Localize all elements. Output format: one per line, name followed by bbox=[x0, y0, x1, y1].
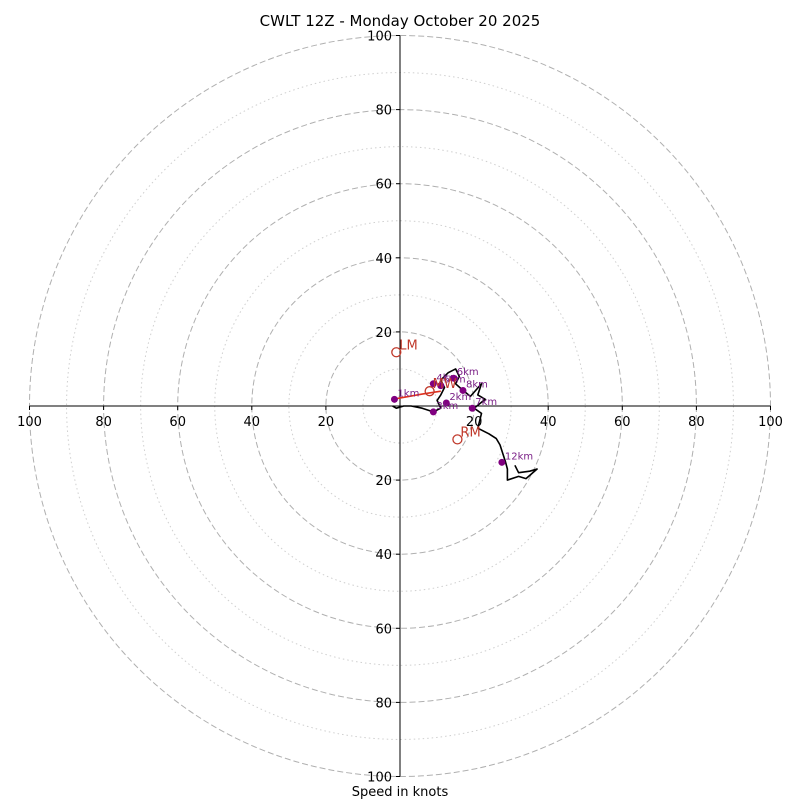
y-tick-label: 60 bbox=[375, 622, 392, 637]
height-marker-dot bbox=[437, 382, 445, 390]
height-marker-dot bbox=[459, 386, 467, 394]
height-marker-dot bbox=[468, 404, 476, 412]
x-tick-label: 40 bbox=[540, 415, 557, 430]
y-tick-label: 40 bbox=[375, 252, 392, 267]
storm-motion-label: RM bbox=[460, 425, 480, 440]
y-tick-label: 20 bbox=[375, 326, 392, 341]
x-tick-label: 60 bbox=[169, 415, 186, 430]
y-tick-label: 80 bbox=[375, 696, 392, 711]
height-marker-label: 1km bbox=[397, 388, 419, 399]
height-marker-label: 4km bbox=[436, 373, 458, 384]
x-tick-label: 80 bbox=[95, 415, 112, 430]
height-marker-dot bbox=[429, 408, 437, 416]
storm-motions: LM RM MW bbox=[391, 338, 481, 445]
height-marker-dot bbox=[429, 380, 437, 388]
chart-title: CWLT 12Z - Monday October 20 2025 bbox=[260, 12, 541, 30]
x-axis-label: Speed in knots bbox=[352, 785, 449, 800]
height-marker-label: 3km bbox=[436, 401, 458, 412]
storm-motion-label: LM bbox=[399, 338, 417, 353]
storm-motion-marker bbox=[391, 347, 402, 358]
height-markers: 1km2km3km4km5km6km7km8km12km bbox=[390, 367, 533, 466]
wind-profile-line bbox=[392, 368, 538, 481]
y-tick-label: 100 bbox=[367, 30, 392, 45]
height-marker-label: 8km bbox=[466, 379, 488, 390]
storm-motion-label: MW bbox=[433, 377, 457, 392]
x-tick-label: 100 bbox=[758, 415, 783, 430]
height-marker-dot bbox=[498, 458, 506, 466]
axes bbox=[29, 35, 771, 777]
y-tick-label: 100 bbox=[367, 771, 392, 786]
y-tick-label: 40 bbox=[375, 548, 392, 563]
storm-motion-marker bbox=[452, 434, 463, 445]
y-tick-label: 20 bbox=[375, 474, 392, 489]
storm-motion-marker bbox=[424, 386, 435, 397]
x-tick-label: 60 bbox=[614, 415, 631, 430]
height-marker-label: 7km bbox=[475, 397, 497, 408]
height-marker-dot bbox=[450, 374, 458, 382]
height-marker-dot bbox=[390, 395, 398, 403]
height-marker-label: 12km bbox=[505, 451, 533, 462]
height-marker-label: 2km bbox=[449, 392, 471, 403]
x-tick-label: 20 bbox=[318, 415, 335, 430]
y-tick-label: 60 bbox=[375, 178, 392, 193]
x-tick-label: 80 bbox=[688, 415, 705, 430]
x-tick-label: 100 bbox=[17, 415, 42, 430]
height-marker-dot bbox=[442, 399, 450, 407]
x-tick-label: 40 bbox=[244, 415, 261, 430]
height-marker-label: 6km bbox=[457, 367, 479, 378]
y-tick-label: 80 bbox=[375, 104, 392, 119]
